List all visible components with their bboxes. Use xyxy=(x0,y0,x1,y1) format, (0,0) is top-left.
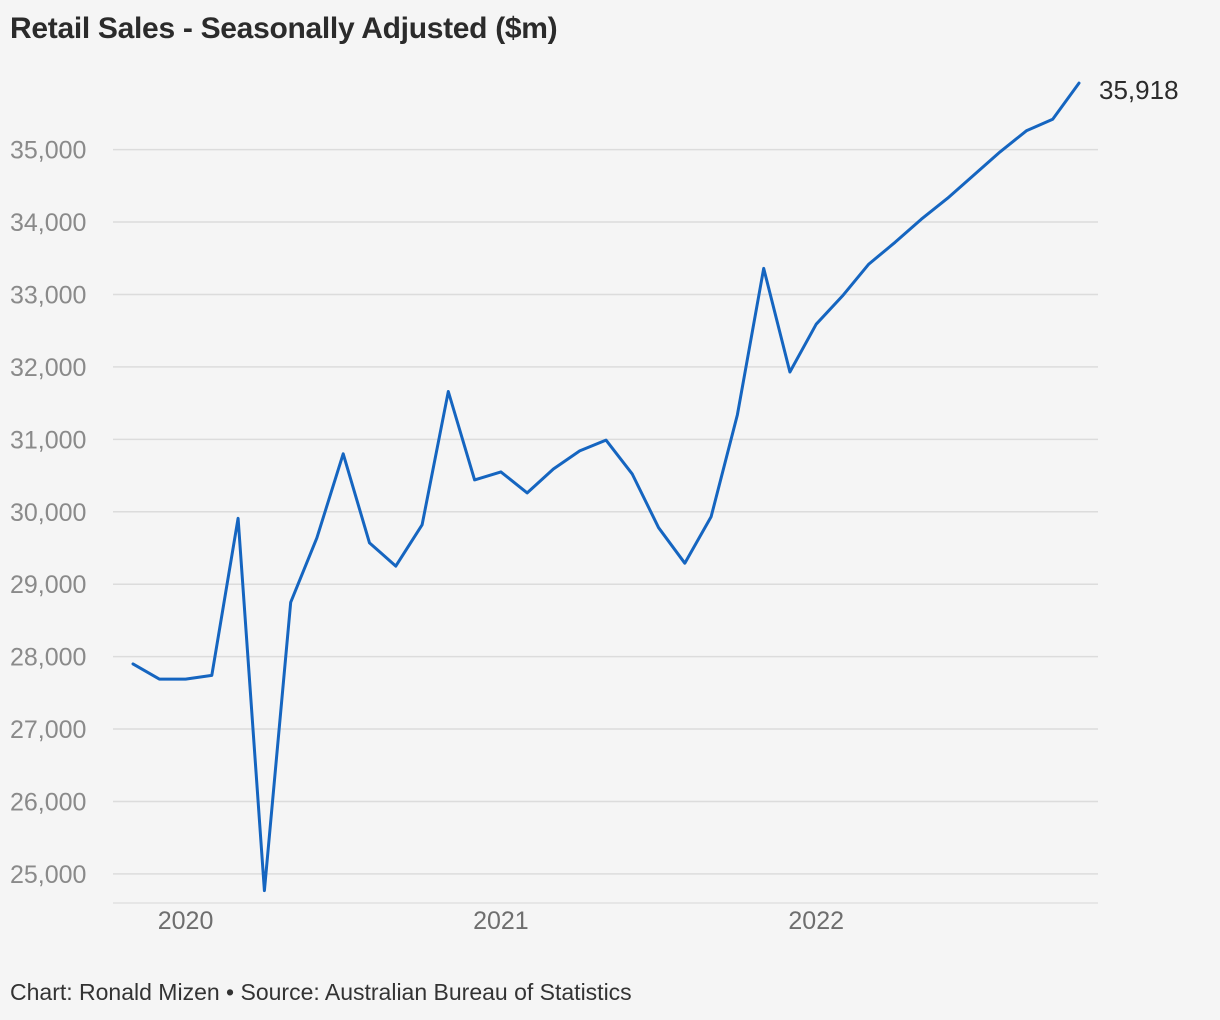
y-tick-label: 31,000 xyxy=(10,426,86,454)
annotation-layer: 35,918 xyxy=(1099,75,1179,105)
y-tick-label: 35,000 xyxy=(10,137,86,165)
x-tick-label: 2020 xyxy=(158,907,214,935)
y-tick-label: 32,000 xyxy=(10,354,86,382)
y-tick-label: 30,000 xyxy=(10,499,86,527)
y-tick-label: 27,000 xyxy=(10,716,86,744)
gridlines xyxy=(113,148,1098,904)
y-tick-label: 34,000 xyxy=(10,209,86,237)
y-tick-label: 33,000 xyxy=(10,281,86,309)
y-axis: 25,000 26,000 27,000 28,000 29,000 30,000 31,0… xyxy=(10,137,86,889)
x-tick-label: 2021 xyxy=(473,907,529,935)
y-tick-label: 28,000 xyxy=(10,644,86,672)
chart-title: Retail Sales - Seasonally Adjusted ($m) xyxy=(10,12,558,45)
y-tick-label: 29,000 xyxy=(10,571,86,599)
y-tick-label: 26,000 xyxy=(10,788,86,816)
x-tick-label: 2022 xyxy=(788,907,844,935)
series-line xyxy=(131,81,1081,893)
x-axis: 2020 2021 2022 xyxy=(158,907,844,935)
series-layer xyxy=(131,81,1081,893)
chart-footer: Chart: Ronald Mizen • Source: Australian… xyxy=(10,979,632,1005)
y-tick-label: 25,000 xyxy=(10,861,86,889)
end-value-label: 35,918 xyxy=(1099,75,1179,105)
